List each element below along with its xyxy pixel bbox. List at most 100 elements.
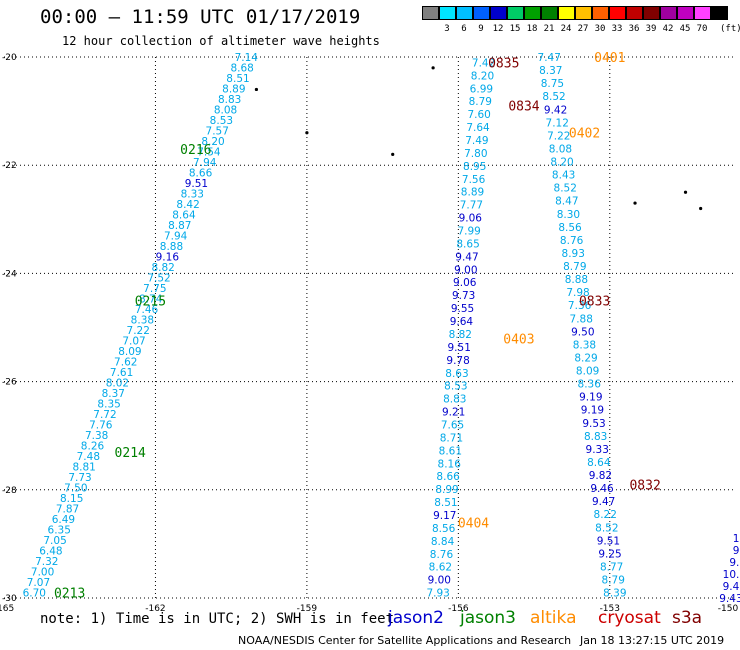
swh-value-label: 8.42 <box>176 199 199 211</box>
pass-time-label: 0402 <box>569 127 600 142</box>
swh-value-label: 9.78 <box>446 355 469 367</box>
lon-tick-label: -162 <box>145 604 165 614</box>
swh-value-label: 7.57 <box>206 126 229 138</box>
scale-swatch <box>575 6 592 20</box>
satellite-legend-item: jason2 <box>388 608 444 628</box>
swh-value-label: 8.43 <box>552 170 575 182</box>
swh-value-label: 7.22 <box>547 130 570 142</box>
swh-value-label: 8.65 <box>456 238 479 250</box>
swh-value-label: 9.16 <box>156 252 180 264</box>
scale-swatch <box>541 6 558 20</box>
scale-swatch <box>609 6 626 20</box>
swh-value-label: 8.20 <box>471 70 494 82</box>
scale-label: 18 <box>526 24 538 34</box>
credit-line: NOAA/NESDIS Center for Satellite Applica… <box>238 634 572 647</box>
island-marker <box>683 190 688 194</box>
swh-value-label: 7.56 <box>462 174 486 186</box>
lat-tick-label: -30 <box>2 594 17 604</box>
swh-value-label: 8.36 <box>578 379 602 391</box>
map-title: 00:00 – 11:59 UTC 01/17/2019 <box>40 6 361 28</box>
island-marker <box>254 87 259 92</box>
pass-time-label: 0832 <box>629 478 660 493</box>
swh-value-label: 7.54 <box>197 147 221 159</box>
lon-tick-label: -156 <box>448 604 469 614</box>
scale-label: 9 <box>478 24 484 34</box>
swh-value-label: 9.33 <box>586 444 609 456</box>
swh-value-label: 9.73 <box>452 290 475 302</box>
swh-value-label: 8.38 <box>573 339 596 351</box>
lat-tick-label: -26 <box>2 378 17 388</box>
scale-swatch <box>592 6 609 20</box>
pass-time-label: 0403 <box>503 332 534 347</box>
swh-value-label: 7.42 <box>472 57 495 69</box>
swh-value-label: 9.51 <box>597 535 620 547</box>
scale-label: 12 <box>492 24 504 34</box>
lat-tick-label: -24 <box>2 269 17 279</box>
swh-value-label: 7.49 <box>465 135 488 147</box>
swh-value-label: 7.14 <box>235 52 259 64</box>
swh-value-label: 8.16 <box>438 458 462 470</box>
swh-value-label: 8.33 <box>181 189 204 201</box>
swh-value-label: 9.48 <box>723 581 740 593</box>
lat-tick-label: -20 <box>2 53 17 63</box>
swh-value-label: 7.65 <box>441 419 464 431</box>
swh-value-label: 8.37 <box>102 388 125 400</box>
swh-value-label: 7.73 <box>68 472 91 484</box>
swh-value-label: 7.77 <box>460 200 483 212</box>
swh-value-label: 7.12 <box>546 117 569 129</box>
swh-value-label: 8.09 <box>576 366 599 378</box>
swh-value-label: 8.47 <box>555 196 578 208</box>
swh-value-label: 8.79 <box>469 96 492 108</box>
swh-value-label: 8.08 <box>549 143 572 155</box>
swh-value-label: 8.26 <box>81 441 105 453</box>
scale-label: 33 <box>611 24 623 34</box>
swh-value-label: 7.62 <box>114 357 137 369</box>
island-marker <box>431 66 435 70</box>
swh-value-label: 9.25 <box>598 548 621 560</box>
swh-value-label: 8.66 <box>436 471 460 483</box>
swh-value-label: 7.48 <box>77 451 100 463</box>
swh-value-label: 6.35 <box>48 525 71 537</box>
swh-value-label: 8.15 <box>60 493 83 505</box>
scale-swatch <box>626 6 643 20</box>
swh-value-label: 9.21 <box>442 407 465 419</box>
satellite-legend-item: jason3 <box>460 608 516 628</box>
island-marker <box>633 201 637 205</box>
scale-label: 39 <box>645 24 657 34</box>
swh-value-label: 9.74 <box>733 545 740 557</box>
swh-value-label: 8.77 <box>600 561 623 573</box>
swh-value-label: 8.89 <box>461 187 484 199</box>
lon-tick-label: -159 <box>297 604 318 614</box>
swh-value-label: 7.50 <box>64 483 87 495</box>
swh-value-label: 8.74 <box>139 294 163 306</box>
swh-value-label: 8.93 <box>562 248 585 260</box>
generated-timestamp: Jan 18 13:27:15 UTC 2019 <box>580 634 725 647</box>
swh-value-label: 7.61 <box>110 367 133 379</box>
swh-value-label: 9.19 <box>581 405 604 417</box>
swh-value-label: 8.95 <box>463 161 486 173</box>
pass-time-label: 0833 <box>579 294 610 309</box>
scale-swatch <box>677 6 694 20</box>
swh-value-label: 8.53 <box>210 115 233 127</box>
scale-swatch <box>524 6 541 20</box>
swh-value-label: 8.37 <box>539 65 562 77</box>
pass-time-label: 0215 <box>135 294 166 309</box>
swh-value-label: 8.81 <box>72 462 95 474</box>
swh-value-label: 8.52 <box>595 522 618 534</box>
swh-value-label: 7.88 <box>570 313 593 325</box>
scale-swatch <box>490 6 507 20</box>
scale-label: 45 <box>679 24 691 34</box>
swh-value-label: 8.82 <box>449 329 472 341</box>
swh-value-label: 9.47 <box>455 251 478 263</box>
swh-value-label: 9.00 <box>428 575 451 587</box>
pass-time-label: 0214 <box>115 446 146 461</box>
swh-value-label: 8.20 <box>550 157 573 169</box>
scale-label: 30 <box>594 24 606 34</box>
swh-value-label: 7.52 <box>147 273 170 285</box>
swh-value-label: 9.82 <box>589 470 612 482</box>
island-marker <box>391 152 395 156</box>
swh-value-label: 7.94 <box>193 157 217 169</box>
pass-time-label: 0216 <box>180 143 211 158</box>
scale-swatch <box>439 6 456 20</box>
scale-swatch <box>473 6 490 20</box>
